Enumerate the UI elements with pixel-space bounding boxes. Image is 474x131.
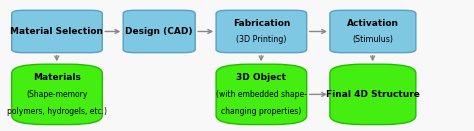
Text: (Stimulus): (Stimulus) — [352, 35, 393, 44]
Text: Activation: Activation — [347, 19, 399, 28]
Text: polymers, hydrogels, etc.): polymers, hydrogels, etc.) — [7, 107, 107, 116]
FancyBboxPatch shape — [330, 10, 416, 53]
Text: Fabrication: Fabrication — [233, 19, 290, 28]
Text: (3D Printing): (3D Printing) — [236, 35, 287, 44]
Text: Material Selection: Material Selection — [10, 27, 103, 36]
FancyBboxPatch shape — [216, 10, 307, 53]
Text: Design (CAD): Design (CAD) — [126, 27, 193, 36]
Text: Final 4D Structure: Final 4D Structure — [326, 90, 420, 99]
Text: 3D Object: 3D Object — [237, 73, 286, 82]
FancyBboxPatch shape — [12, 64, 102, 125]
Text: changing properties): changing properties) — [221, 107, 301, 116]
FancyBboxPatch shape — [216, 64, 307, 125]
Text: (Shape-memory: (Shape-memory — [27, 90, 88, 99]
Text: (with embedded shape-: (with embedded shape- — [216, 90, 307, 99]
FancyBboxPatch shape — [123, 10, 195, 53]
FancyBboxPatch shape — [330, 64, 416, 125]
FancyBboxPatch shape — [12, 10, 102, 53]
Text: Materials: Materials — [33, 73, 81, 82]
